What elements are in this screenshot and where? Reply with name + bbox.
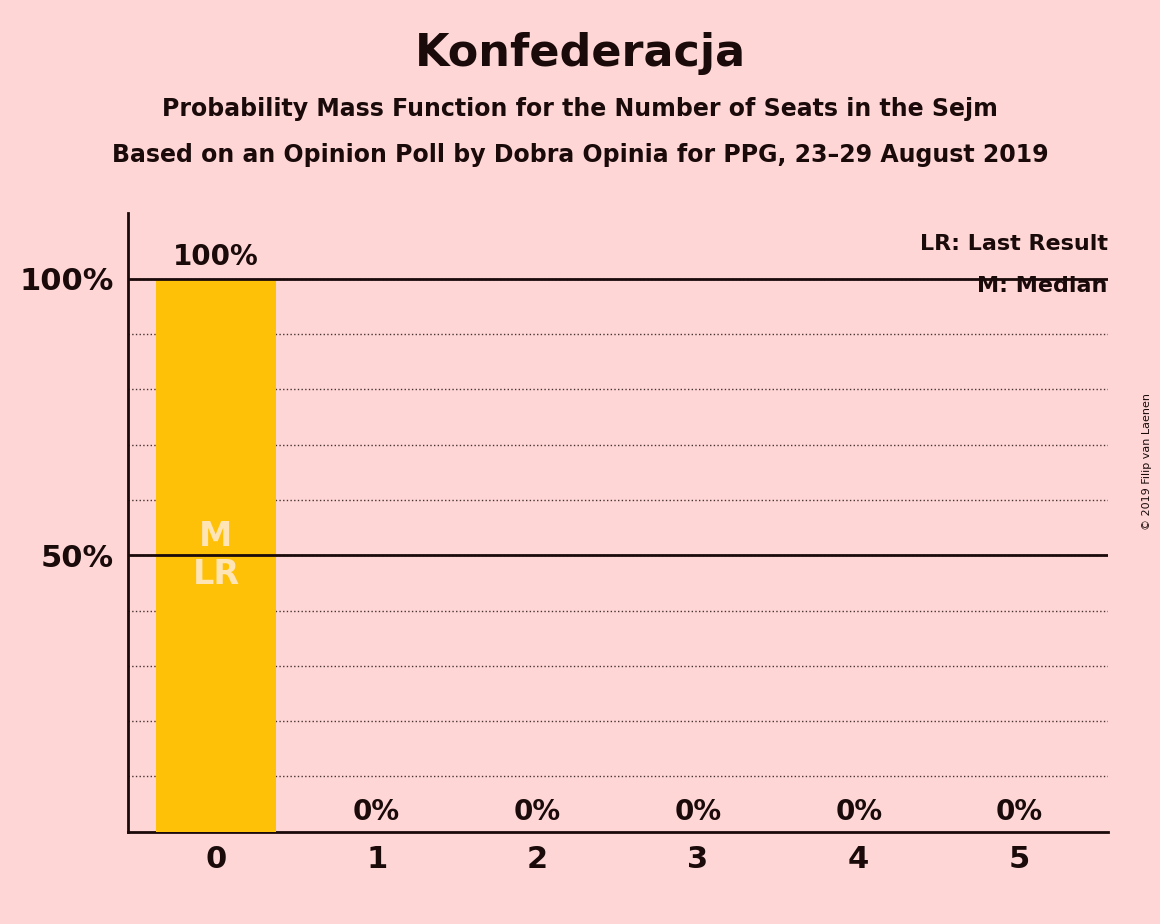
Text: 0%: 0% bbox=[353, 798, 400, 826]
Text: 100%: 100% bbox=[173, 243, 259, 271]
Text: Konfederacja: Konfederacja bbox=[414, 32, 746, 76]
Text: © 2019 Filip van Laenen: © 2019 Filip van Laenen bbox=[1141, 394, 1152, 530]
Text: 0%: 0% bbox=[514, 798, 561, 826]
Text: Probability Mass Function for the Number of Seats in the Sejm: Probability Mass Function for the Number… bbox=[162, 97, 998, 121]
Text: M: Median: M: Median bbox=[978, 276, 1108, 296]
Text: M
LR: M LR bbox=[193, 519, 240, 590]
Text: 0%: 0% bbox=[674, 798, 722, 826]
Text: LR: Last Result: LR: Last Result bbox=[920, 234, 1108, 254]
Text: Based on an Opinion Poll by Dobra Opinia for PPG, 23–29 August 2019: Based on an Opinion Poll by Dobra Opinia… bbox=[111, 143, 1049, 167]
Text: 0%: 0% bbox=[835, 798, 883, 826]
Text: 0%: 0% bbox=[995, 798, 1043, 826]
Bar bbox=[155, 279, 276, 832]
